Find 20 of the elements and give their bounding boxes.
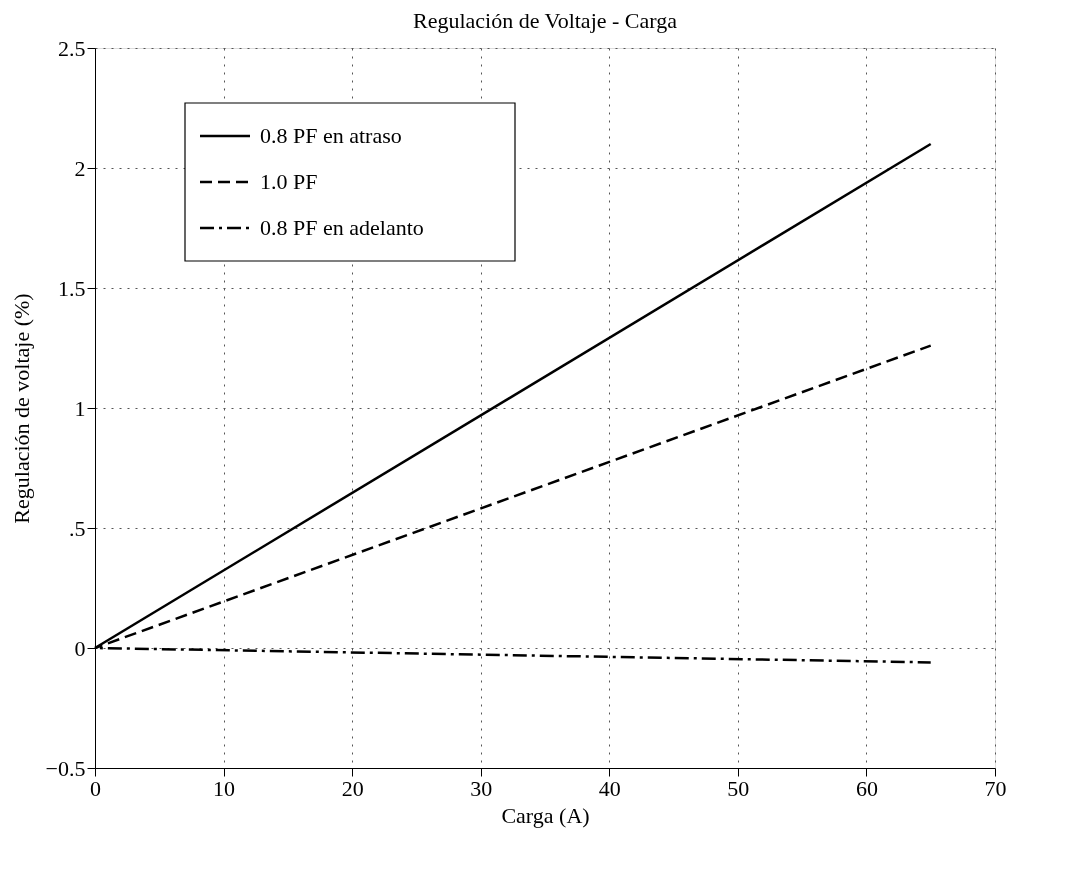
x-tick-label: 50 [727,775,750,801]
x-axis-title: Carga (A) [501,802,590,828]
y-tick-label: 2.5 [58,35,86,61]
y-tick-label: 0 [74,635,86,661]
chart-title: Regulación de Voltaje - Carga [413,8,678,33]
y-axis-title: Regulación de voltaje (%) [8,293,34,524]
y-tick-label: 2 [74,155,86,181]
y-tick-label: −0.5 [45,755,86,781]
legend-label: 1.0 PF [260,169,318,194]
x-tick-label: 60 [855,775,878,801]
legend-label: 0.8 PF en adelanto [260,215,424,240]
x-tick-label: 20 [341,775,364,801]
y-tick-label: 1 [74,395,86,421]
x-tick-label: 40 [598,775,621,801]
y-tick-label: .5 [69,515,86,541]
x-tick-label: 30 [470,775,493,801]
y-tick-label: 1.5 [58,275,86,301]
x-tick-label: 70 [984,775,1007,801]
x-tick-label: 10 [213,775,236,801]
legend-label: 0.8 PF en atraso [260,123,402,148]
